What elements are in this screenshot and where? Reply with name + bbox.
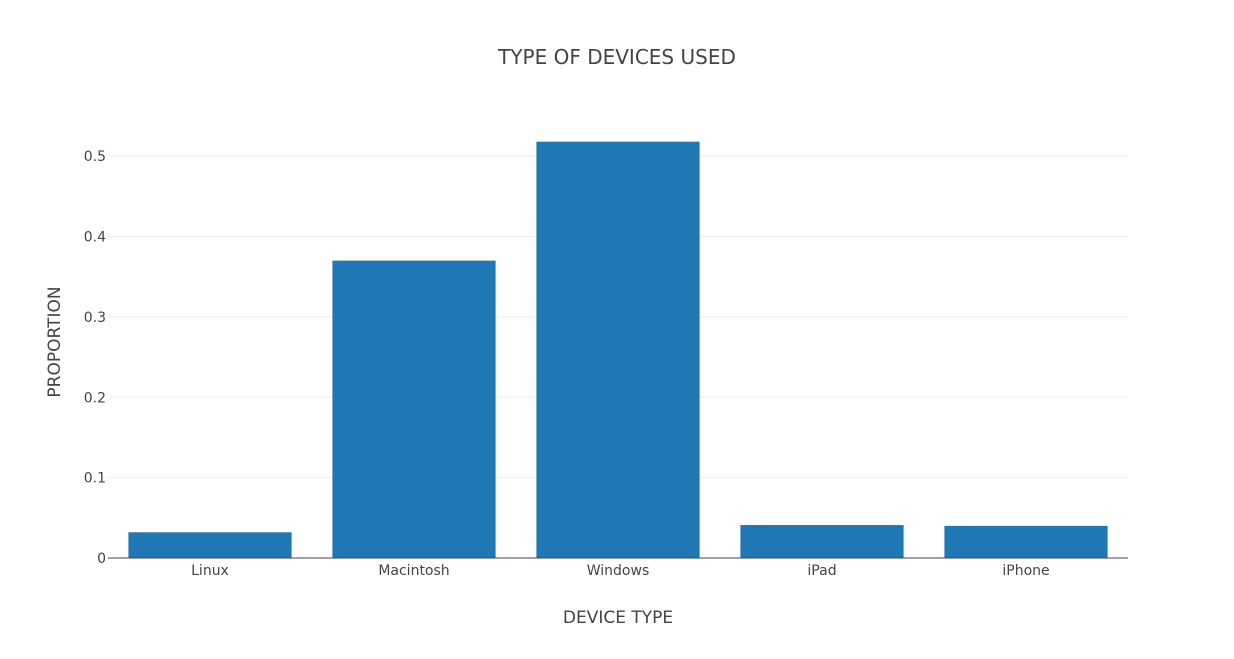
y-tick-label: 0 bbox=[97, 551, 106, 567]
x-tick-label: Macintosh bbox=[378, 563, 449, 579]
chart-title: TYPE OF DEVICES USED bbox=[497, 45, 736, 69]
bar-windows bbox=[536, 141, 700, 558]
x-tick-label: iPhone bbox=[1002, 563, 1049, 579]
bars bbox=[128, 141, 1108, 558]
x-tick-labels: Linux Macintosh Windows iPad iPhone bbox=[191, 563, 1050, 579]
y-tick-labels: 0 0.1 0.2 0.3 0.4 0.5 bbox=[84, 149, 106, 567]
x-tick-label: Windows bbox=[587, 563, 650, 579]
y-axis-title: PROPORTION bbox=[45, 286, 65, 397]
x-tick-label: iPad bbox=[807, 563, 836, 579]
y-tick-label: 0.4 bbox=[84, 230, 106, 246]
bar-macintosh bbox=[332, 260, 496, 558]
y-tick-label: 0.1 bbox=[84, 471, 106, 487]
bar-linux bbox=[128, 532, 292, 558]
x-tick-label: Linux bbox=[191, 563, 229, 579]
y-tick-label: 0.5 bbox=[84, 149, 106, 165]
bar-ipad bbox=[740, 525, 904, 558]
y-tick-label: 0.3 bbox=[84, 310, 106, 326]
x-axis-title: DEVICE TYPE bbox=[563, 608, 673, 628]
y-tick-label: 0.2 bbox=[84, 390, 106, 406]
bar-iphone bbox=[944, 525, 1108, 558]
